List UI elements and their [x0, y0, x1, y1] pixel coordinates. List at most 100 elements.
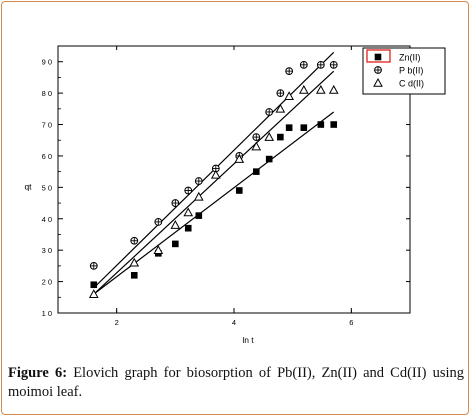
- data-point-Cd(II): [193, 191, 204, 201]
- data-point-Cd(II): [129, 257, 140, 267]
- marker-square: [374, 53, 382, 61]
- data-point-Zn(II): [172, 240, 179, 248]
- marker-triangle: [153, 245, 164, 254]
- data-point-Cd(II): [264, 132, 275, 141]
- data-point-Zn(II): [235, 187, 243, 194]
- y-tick-label: 4 0: [42, 215, 52, 224]
- y-tick-label: 1 0: [42, 309, 52, 318]
- data-point-Cd(II): [210, 169, 221, 179]
- marker-triangle: [183, 207, 194, 217]
- plot-frame: [57, 45, 411, 314]
- data-point-Zn(II): [90, 281, 98, 289]
- marker-square: [90, 281, 98, 289]
- legend-label-Cd(II): C d(II): [399, 79, 424, 89]
- marker-square: [235, 187, 243, 194]
- marker-square: [317, 121, 325, 128]
- data-point-Pb(II): [316, 60, 325, 69]
- legend-highlight: [366, 49, 391, 63]
- data-point-Cd(II): [298, 84, 309, 94]
- data-point-Pb(II): [89, 261, 98, 270]
- y-tick-label: 3 0: [42, 246, 52, 255]
- marker-triangle: [373, 77, 383, 87]
- data-point-Pb(II): [276, 89, 285, 98]
- marker-square: [300, 124, 308, 131]
- data-point-Pb(II): [265, 108, 274, 116]
- data-point-Pb(II): [285, 67, 294, 76]
- data-point-Pb(II): [154, 218, 163, 226]
- marker-triangle: [88, 289, 99, 298]
- data-point-Zn(II): [265, 155, 273, 163]
- legend-label-Zn(II): Zn(II): [399, 53, 421, 63]
- fit-line-Zn(II): [93, 111, 335, 295]
- data-point-Zn(II): [330, 121, 338, 128]
- data-point-Pb(II): [194, 177, 203, 185]
- marker-triangle: [328, 84, 339, 94]
- y-tick-label: 2 0: [42, 278, 52, 287]
- data-point-Zn(II): [184, 224, 192, 232]
- y-tick-label: 9 0: [42, 58, 52, 67]
- marker-square: [130, 272, 138, 279]
- marker-square: [265, 155, 273, 163]
- data-point-Pb(II): [252, 133, 261, 141]
- marker-square: [277, 133, 284, 141]
- legend-label-Pb(II): P b(II): [399, 66, 423, 76]
- marker-triangle: [315, 84, 326, 94]
- data-point-Zn(II): [300, 124, 308, 131]
- data-point-Cd(II): [88, 289, 99, 298]
- data-point-Pb(II): [299, 60, 308, 69]
- data-point-Pb(II): [171, 199, 180, 207]
- data-point-Cd(II): [328, 84, 339, 94]
- data-point-Pb(II): [211, 164, 220, 173]
- y-tick-label: 6 0: [42, 152, 52, 161]
- y-tick-label: 5 0: [42, 183, 52, 192]
- elovich-chart: 1 0 2 0 3 0 4 0 5 0 6 0 7 0 8 0 9 0 2 4 6 ln t qt Zn(…: [24, 45, 446, 345]
- marker-triangle: [251, 141, 262, 151]
- marker-triangle: [170, 220, 181, 229]
- x-tick-label: 6: [349, 318, 353, 327]
- marker-triangle: [210, 169, 221, 179]
- data-point-Pb(II): [329, 60, 338, 69]
- data-point-Cd(II): [275, 103, 286, 113]
- data-point-Zn(II): [277, 133, 284, 141]
- marker-triangle: [129, 257, 140, 267]
- marker-triangle: [234, 154, 245, 163]
- data-point-Cd(II): [153, 245, 164, 254]
- figure-caption: Figure 6: Elovich graph for biosorption …: [8, 364, 464, 402]
- marker-triangle: [284, 91, 294, 101]
- y-axis-title: qt: [24, 182, 32, 192]
- marker-triangle: [298, 84, 309, 94]
- x-tick-label: 4: [232, 318, 236, 327]
- data-point-Zn(II): [130, 272, 138, 279]
- data-point-Pb(II): [130, 236, 139, 245]
- marker-square: [285, 124, 293, 131]
- x-axis-title: ln t: [242, 335, 254, 345]
- legend-marker-Cd(II): [373, 77, 383, 87]
- data-point-Zn(II): [285, 124, 293, 131]
- marker-square: [172, 240, 179, 248]
- chart-container: 1 0 2 0 3 0 4 0 5 0 6 0 7 0 8 0 9 0 2 4 6 ln t qt Zn(…: [24, 45, 446, 345]
- marker-square: [252, 168, 260, 175]
- caption-label: Figure 6:: [8, 365, 68, 381]
- data-point-Cd(II): [170, 220, 181, 229]
- data-point-Zn(II): [252, 168, 260, 175]
- data-point-Cd(II): [234, 154, 245, 163]
- marker-triangle: [275, 103, 286, 113]
- data-point-Zn(II): [195, 212, 203, 219]
- y-tick-label: 7 0: [42, 121, 52, 130]
- marker-triangle: [193, 191, 204, 201]
- data-point-Cd(II): [284, 91, 294, 101]
- marker-triangle: [264, 132, 275, 141]
- marker-square: [330, 121, 338, 128]
- marker-square: [184, 224, 192, 232]
- y-tick-label: 8 0: [42, 89, 52, 98]
- data-point-Zn(II): [317, 121, 325, 128]
- fit-line-Cd(II): [93, 70, 335, 295]
- caption-text: Elovich graph for biosorption of Pb(II),…: [8, 365, 464, 400]
- x-tick-label: 2: [115, 318, 119, 327]
- data-point-Cd(II): [183, 207, 194, 217]
- legend-marker-Zn(II): [374, 53, 382, 61]
- legend-marker-Pb(II): [374, 66, 382, 74]
- data-point-Cd(II): [315, 84, 326, 94]
- marker-square: [195, 212, 203, 219]
- data-point-Pb(II): [184, 186, 193, 195]
